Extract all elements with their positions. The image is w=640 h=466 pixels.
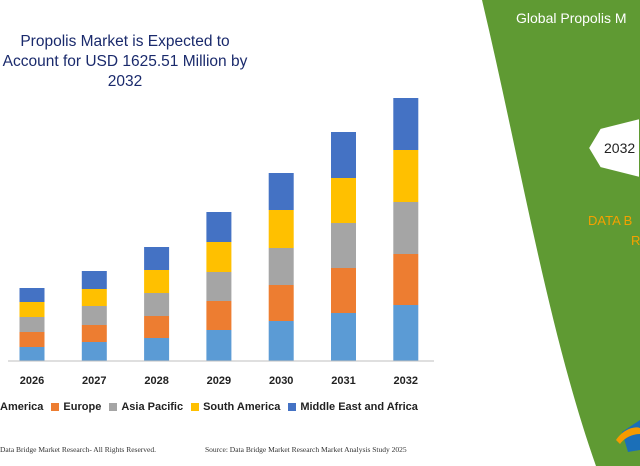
bar-segment-2026-2 [19, 317, 45, 332]
x-tick-labels: 2026 2027 2028 2029 2030 2031 2032 [20, 375, 418, 387]
bar-segment-2026-0 [19, 347, 45, 361]
legend-swatch [51, 403, 60, 411]
logo-swoosh [616, 427, 640, 444]
bar-segment-2026-4 [19, 288, 45, 302]
bar-segment-2032-3 [393, 150, 419, 202]
x-tick-label: 2032 [394, 375, 418, 387]
bar-segment-2031-4 [331, 132, 356, 178]
legend-swatch [191, 403, 200, 411]
bar-segment-2030-1 [268, 285, 294, 321]
bar-segment-2031-2 [331, 223, 356, 268]
bar-segment-2032-1 [393, 254, 419, 305]
x-tick-label: 2030 [269, 375, 293, 387]
legend-item: Asia Pacific [109, 401, 183, 413]
bar-segment-2031-1 [331, 268, 356, 313]
legend-item: Middle East and Africa [288, 401, 418, 413]
legend-label: America [0, 401, 44, 413]
legend-item: South America [191, 401, 280, 413]
chart-title: Propolis Market is Expected to Account f… [2, 33, 248, 90]
panel-title: Global Propolis M [516, 10, 627, 26]
legend: America Europe Asia Pacific South America Mi… [0, 400, 426, 414]
legend-item: Europe [51, 401, 101, 413]
bar-segment-2029-1 [206, 301, 232, 330]
footer-copyright: Data Bridge Market Research- All Rights … [0, 445, 156, 454]
legend-item: America [0, 401, 43, 413]
x-tick-label: 2028 [144, 375, 168, 387]
footer-source: Source: Data Bridge Market Research Mark… [205, 445, 407, 454]
bar-segment-2029-0 [206, 330, 232, 361]
bar-segment-2026-3 [19, 302, 45, 317]
right-panel [482, 0, 640, 466]
bar-segment-2031-0 [331, 313, 356, 361]
bar-segment-2030-2 [268, 248, 294, 285]
bar-segment-2028-3 [144, 270, 170, 293]
bar-segment-2029-4 [206, 212, 232, 242]
legend-label: Middle East and Africa [300, 401, 418, 413]
bar-segment-2031-3 [331, 178, 356, 223]
x-tick-label: 2026 [20, 375, 44, 387]
bar-segment-2029-2 [206, 272, 232, 301]
bar-segment-2027-0 [81, 342, 107, 361]
x-tick-label: 2027 [82, 375, 106, 387]
panel-year: 2032 [604, 140, 636, 156]
bar-segment-2029-3 [206, 242, 232, 272]
panel-orange-text-2: R [631, 233, 640, 248]
bar-segment-2027-1 [81, 325, 107, 342]
bar-segment-2028-1 [144, 316, 170, 338]
bars [19, 98, 419, 361]
bar-segment-2026-1 [19, 332, 45, 347]
legend-swatch [109, 403, 118, 411]
bar-segment-2030-4 [268, 173, 294, 210]
bar-segment-2032-0 [393, 305, 419, 361]
bar-segment-2028-0 [144, 338, 170, 361]
panel-orange-text-1: DATA B [588, 213, 633, 228]
bar-segment-2027-3 [81, 289, 107, 306]
bar-segment-2028-4 [144, 247, 170, 270]
bar-segment-2030-0 [268, 321, 294, 361]
bar-segment-2027-4 [81, 271, 107, 289]
legend-label: Asia Pacific [121, 401, 184, 413]
green-panel-background [482, 0, 640, 466]
legend-label: Europe [63, 401, 102, 413]
bar-segment-2028-2 [144, 293, 170, 316]
bar-segment-2030-3 [268, 210, 294, 248]
bar-segment-2032-4 [393, 98, 419, 150]
x-tick-label: 2029 [207, 375, 231, 387]
x-tick-label: 2031 [331, 375, 355, 387]
bar-segment-2032-2 [393, 202, 419, 254]
bar-segment-2027-2 [81, 306, 107, 325]
legend-label: South America [203, 401, 281, 413]
hexagon-badge [586, 116, 640, 180]
legend-swatch [288, 403, 297, 411]
